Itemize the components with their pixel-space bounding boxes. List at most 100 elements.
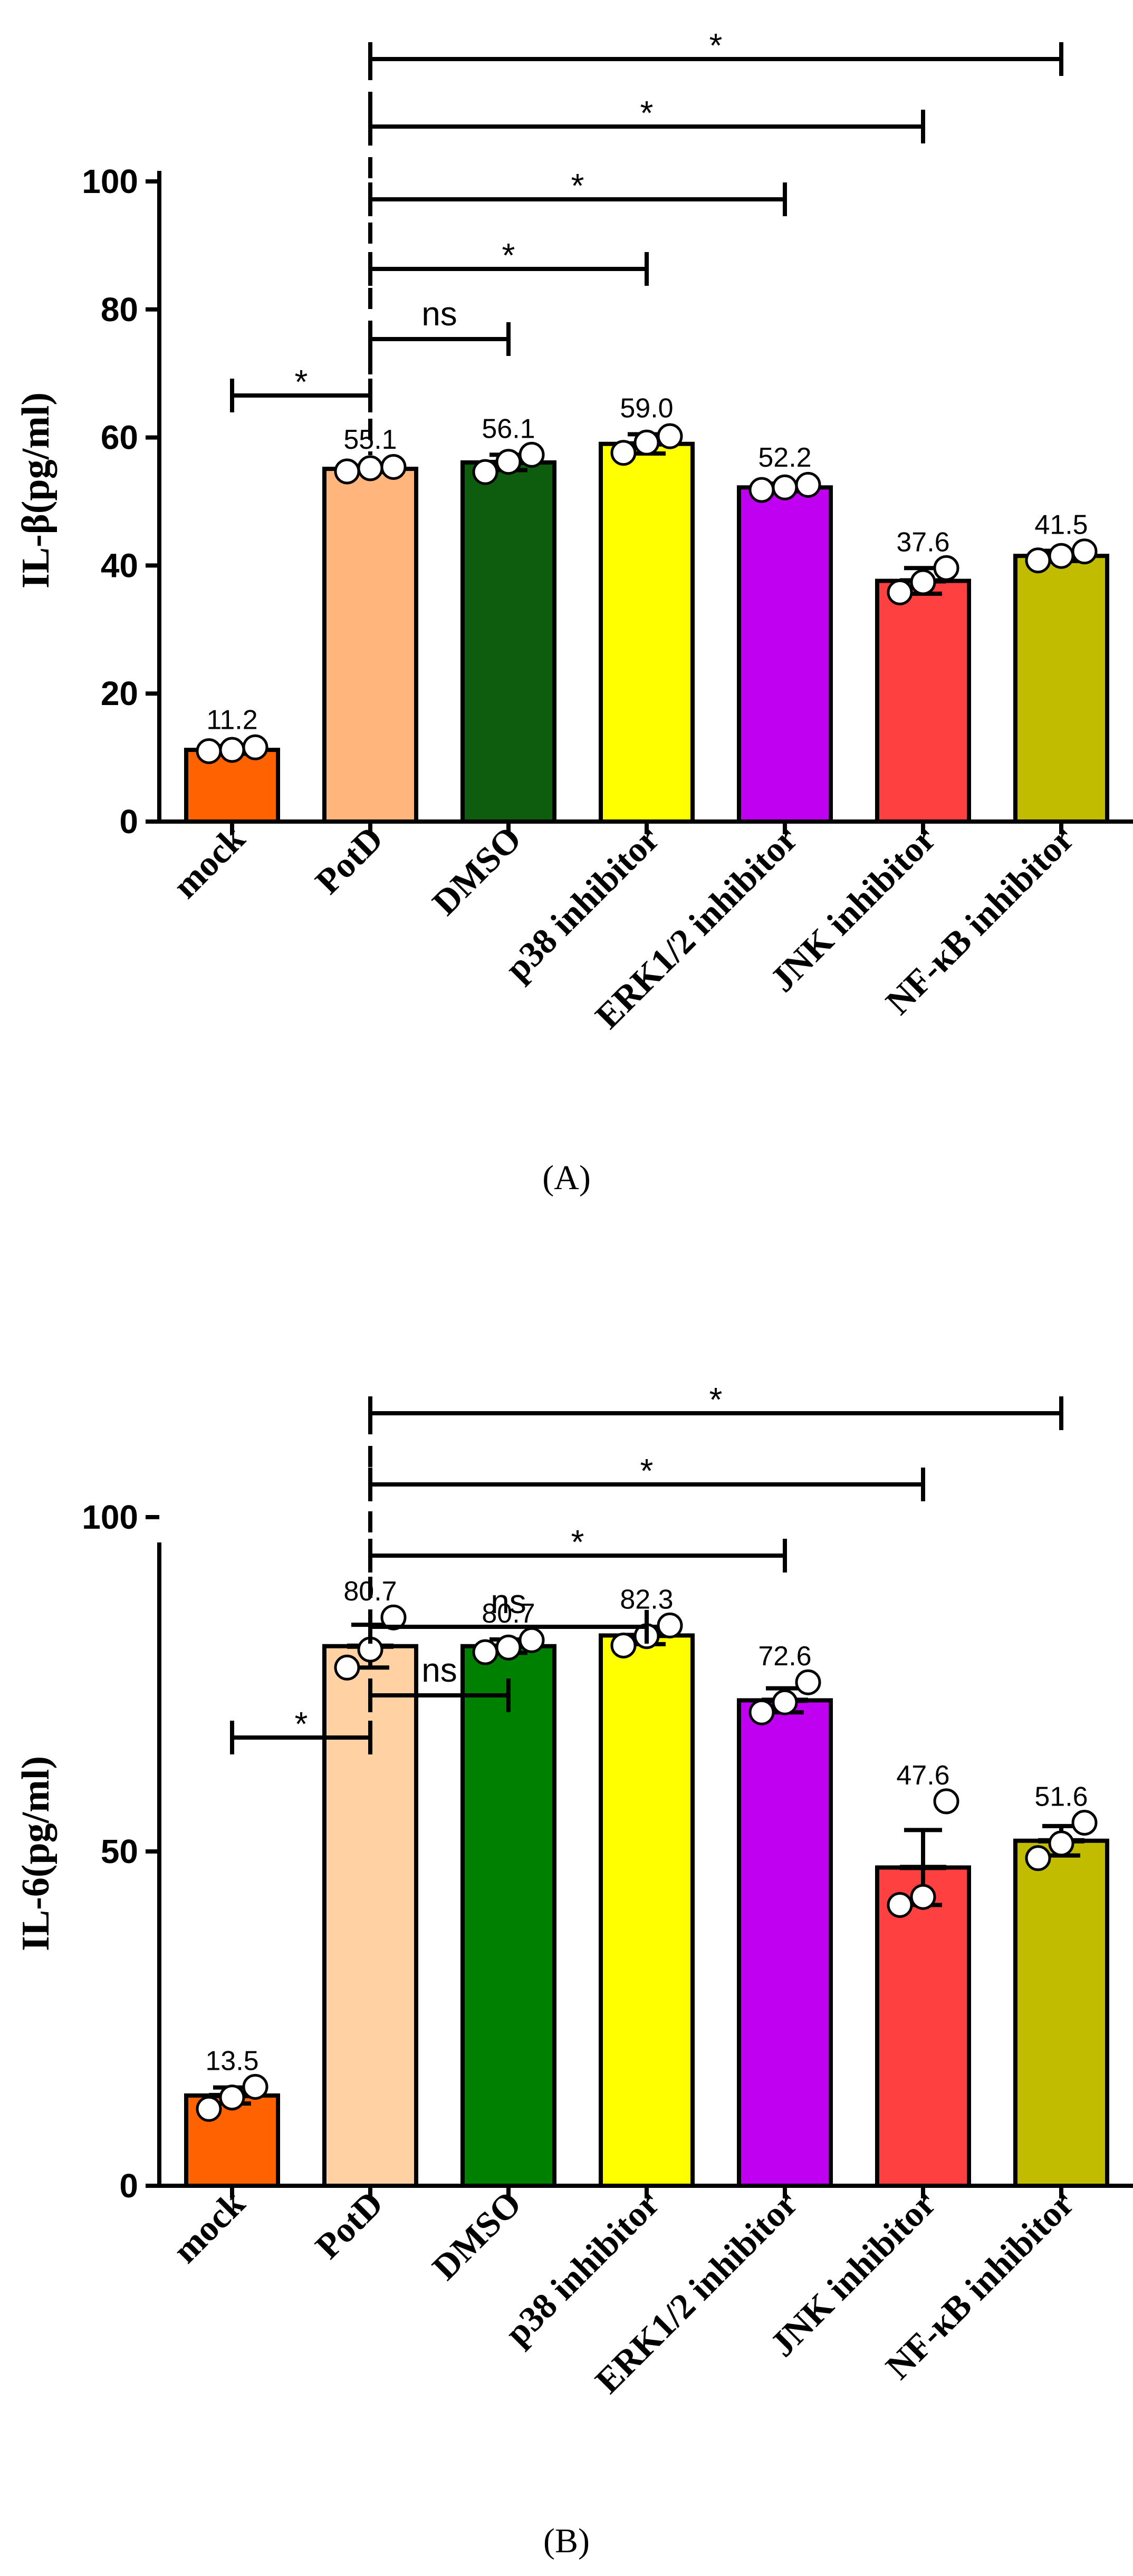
panel-a-data-point bbox=[795, 471, 821, 498]
panel-b-data-point bbox=[1071, 1809, 1098, 1836]
panel-b-sig-label: ns bbox=[491, 1583, 526, 1620]
panel-a-sig-label: * bbox=[502, 236, 515, 274]
panel-b-data-point bbox=[657, 1612, 683, 1638]
panel-a-significance: * ns * * * * bbox=[230, 26, 1063, 456]
panel-b-bar bbox=[599, 1633, 695, 2188]
panel-b-label: (B) bbox=[543, 2522, 590, 2560]
panel-a-bar bbox=[460, 460, 556, 824]
panel-a-sig-label: * bbox=[709, 26, 723, 64]
panel-a-category-label: DMSO bbox=[425, 818, 529, 923]
panel-a-bar bbox=[1013, 554, 1109, 824]
panel-b-bar bbox=[1013, 1838, 1109, 2188]
panel-b-category-label: DMSO bbox=[425, 2183, 529, 2288]
panel-b-data-point bbox=[242, 2073, 268, 2100]
panel-b-sig-label: ns bbox=[421, 1651, 457, 1689]
panel-a-value-label: 41.5 bbox=[1034, 509, 1088, 540]
panel-b-category-label: PotD bbox=[308, 2183, 391, 2266]
panel-a-y-axis-label: IL-β(pg/ml) bbox=[14, 392, 57, 588]
panel-a-data-point bbox=[748, 477, 775, 503]
panel-a-sig-label: ns bbox=[421, 295, 457, 333]
panel-a-y-tick-label: 60 bbox=[101, 419, 138, 457]
panel-a-data-point bbox=[495, 449, 522, 475]
panel-b-y-tick-label: 50 bbox=[101, 1832, 138, 1870]
panel-b-data-point bbox=[610, 1632, 637, 1658]
panel-b-bars: 13.580.780.782.372.647.651.6 bbox=[184, 1576, 1109, 2188]
panel-a-data-point bbox=[334, 458, 360, 485]
panel-a-data-point bbox=[357, 455, 383, 481]
panel-b-sig-label: * bbox=[709, 1381, 723, 1419]
panel-b-value-label: 72.6 bbox=[758, 1641, 811, 1672]
panel-a-data-point bbox=[633, 429, 660, 456]
panel-a-y-tick-label: 20 bbox=[101, 674, 138, 712]
panel-b-y-axis-label: IL-6(pg/ml) bbox=[14, 1756, 57, 1951]
panel-b-sig-label: * bbox=[640, 1452, 654, 1490]
panel-a-category-label: mock bbox=[165, 818, 253, 906]
panel-b-data-point bbox=[380, 1604, 407, 1630]
panel-a-data-point bbox=[933, 555, 959, 581]
panel-a-chart: 11.255.1 56.159.052.237.641.5 02040608010… bbox=[14, 26, 1133, 1197]
panel-a-data-point bbox=[610, 440, 637, 466]
panel-b-value-label: 47.6 bbox=[896, 1760, 949, 1791]
panel-b-bar bbox=[460, 1644, 556, 2188]
panel-a-data-point bbox=[772, 474, 798, 500]
panel-a-value-label: 56.1 bbox=[482, 413, 535, 444]
panel-a-bars: 11.255.1 56.159.052.237.641.5 bbox=[184, 393, 1109, 824]
panel-a-data-point bbox=[657, 423, 683, 449]
panel-a-value-label: 52.2 bbox=[758, 442, 811, 473]
panel-b-data-point bbox=[795, 1669, 821, 1695]
panel-b-sig-label: * bbox=[571, 1523, 584, 1561]
panel-a-data-point bbox=[887, 579, 913, 605]
panel-a-y-tick-label: 80 bbox=[101, 291, 138, 329]
panel-b-data-point bbox=[887, 1892, 913, 1918]
panel-b-y-tick-label: 100 bbox=[82, 1498, 138, 1536]
panel-a-y-tick-label: 100 bbox=[82, 162, 138, 200]
panel-b-value-label: 80.7 bbox=[482, 1598, 535, 1629]
panel-a-value-label: 11.2 bbox=[206, 705, 257, 736]
panel-a-y-tick-label: 40 bbox=[101, 546, 138, 584]
panel-b-data-point bbox=[472, 1639, 498, 1665]
panel-a-sig-label: * bbox=[640, 94, 654, 132]
panel-a-sig-label: * bbox=[295, 363, 308, 401]
panel-b-data-point bbox=[772, 1689, 798, 1715]
panel-b-data-point bbox=[334, 1654, 360, 1681]
panel-a-y-tick-label: 0 bbox=[119, 803, 138, 841]
panel-a-data-point bbox=[472, 459, 498, 485]
panel-a-bar bbox=[737, 485, 833, 824]
panel-b-data-point bbox=[495, 1634, 522, 1661]
panel-a-data-point bbox=[1071, 538, 1098, 565]
panel-b-data-point bbox=[1025, 1845, 1051, 1871]
panel-a-data-point bbox=[910, 569, 936, 595]
panel-a-data-point bbox=[519, 441, 545, 468]
panel-b-value-label: 51.6 bbox=[1034, 1781, 1088, 1812]
panel-b-data-point bbox=[933, 1788, 959, 1815]
panel-b-data-point bbox=[1048, 1830, 1074, 1857]
panel-a-data-point bbox=[380, 454, 407, 480]
panel-b-sig-label: * bbox=[295, 1705, 308, 1743]
panel-a-category-label: PotD bbox=[308, 818, 391, 902]
panel-b-value-label: 82.3 bbox=[620, 1584, 673, 1615]
panel-a-data-point bbox=[1025, 547, 1051, 574]
panel-a-value-label: 37.6 bbox=[896, 527, 949, 557]
panel-b-category-label: mock bbox=[165, 2183, 253, 2271]
panel-a-value-label: 59.0 bbox=[620, 393, 673, 424]
panel-b-bar bbox=[875, 1865, 971, 2188]
panel-b-data-point bbox=[910, 1884, 936, 1910]
panel-b-data-point bbox=[519, 1627, 545, 1653]
panel-b-bar bbox=[737, 1698, 833, 2188]
panel-a-bar bbox=[599, 441, 695, 824]
panel-b-data-point bbox=[219, 2085, 245, 2111]
panel-b-chart: 13.580.780.782.372.647.651.6 050100mockP… bbox=[14, 1381, 1133, 2560]
panel-b-data-point bbox=[196, 2096, 222, 2122]
panel-a-data-point bbox=[219, 737, 245, 763]
panel-b-data-point bbox=[748, 1699, 775, 1725]
panel-a-bar bbox=[322, 467, 418, 824]
panel-a-data-point bbox=[242, 734, 268, 760]
panel-a-data-point bbox=[1048, 543, 1074, 569]
panel-a-label: (A) bbox=[542, 1159, 591, 1197]
panel-b-y-tick-label: 0 bbox=[119, 2167, 138, 2205]
panel-a-sig-label: * bbox=[571, 167, 584, 205]
panel-a-bar bbox=[875, 578, 971, 824]
panel-a-data-point bbox=[196, 738, 222, 764]
